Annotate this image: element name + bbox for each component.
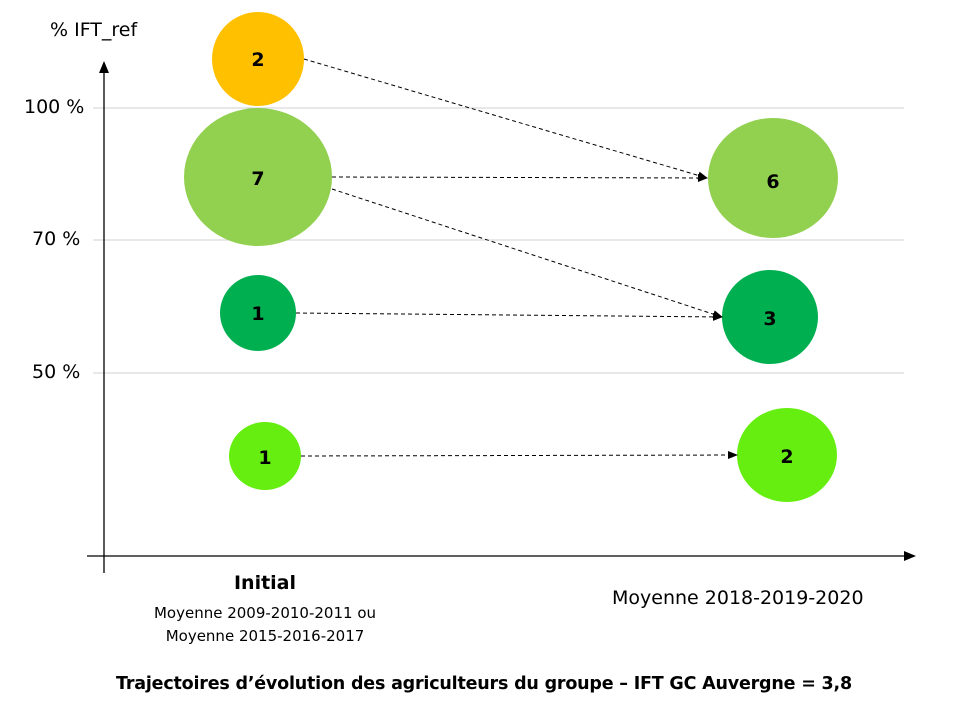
bubble-initial-orange xyxy=(212,12,304,106)
bubble-count: 7 xyxy=(251,168,264,190)
bubble-initial-lime xyxy=(229,422,301,490)
arrow-light-green-to-light-green xyxy=(331,173,708,182)
bubble-count: 1 xyxy=(251,303,264,325)
arrow-orange-to-light-green xyxy=(303,58,708,180)
x-label-initial-period-1: Moyenne 2009-2010-2011 ou xyxy=(153,604,377,622)
bubble-initial-light-green xyxy=(184,108,332,246)
arrow-dark-green-to-dark-green xyxy=(295,312,723,321)
x-label-initial: Initial xyxy=(233,572,297,594)
bubble-count: 2 xyxy=(251,49,264,71)
bubble-count: 6 xyxy=(766,171,779,193)
bubble-count: 3 xyxy=(763,308,776,330)
bubble-final-light-green xyxy=(708,118,838,238)
y-axis-title: % IFT_ref xyxy=(50,19,138,41)
bubble-initial-dark-green xyxy=(220,275,296,351)
x-label-final: Moyenne 2018-2019-2020 xyxy=(612,587,864,609)
y-tick-70: 70 % xyxy=(32,228,81,250)
x-label-initial-period-2: Moyenne 2015-2016-2017 xyxy=(165,627,365,645)
bubble-count: 2 xyxy=(780,446,793,468)
arrow-light-green-to-dark-green xyxy=(331,188,723,318)
diagram-caption: Trajectoires d’évolution des agriculteur… xyxy=(116,674,852,694)
bubble-final-lime xyxy=(737,408,837,502)
arrow-lime-to-lime xyxy=(300,451,738,460)
y-tick-100: 100 % xyxy=(24,96,85,118)
bubble-count: 1 xyxy=(258,447,271,469)
y-tick-50: 50 % xyxy=(32,361,81,383)
bubble-final-dark-green xyxy=(722,270,818,364)
